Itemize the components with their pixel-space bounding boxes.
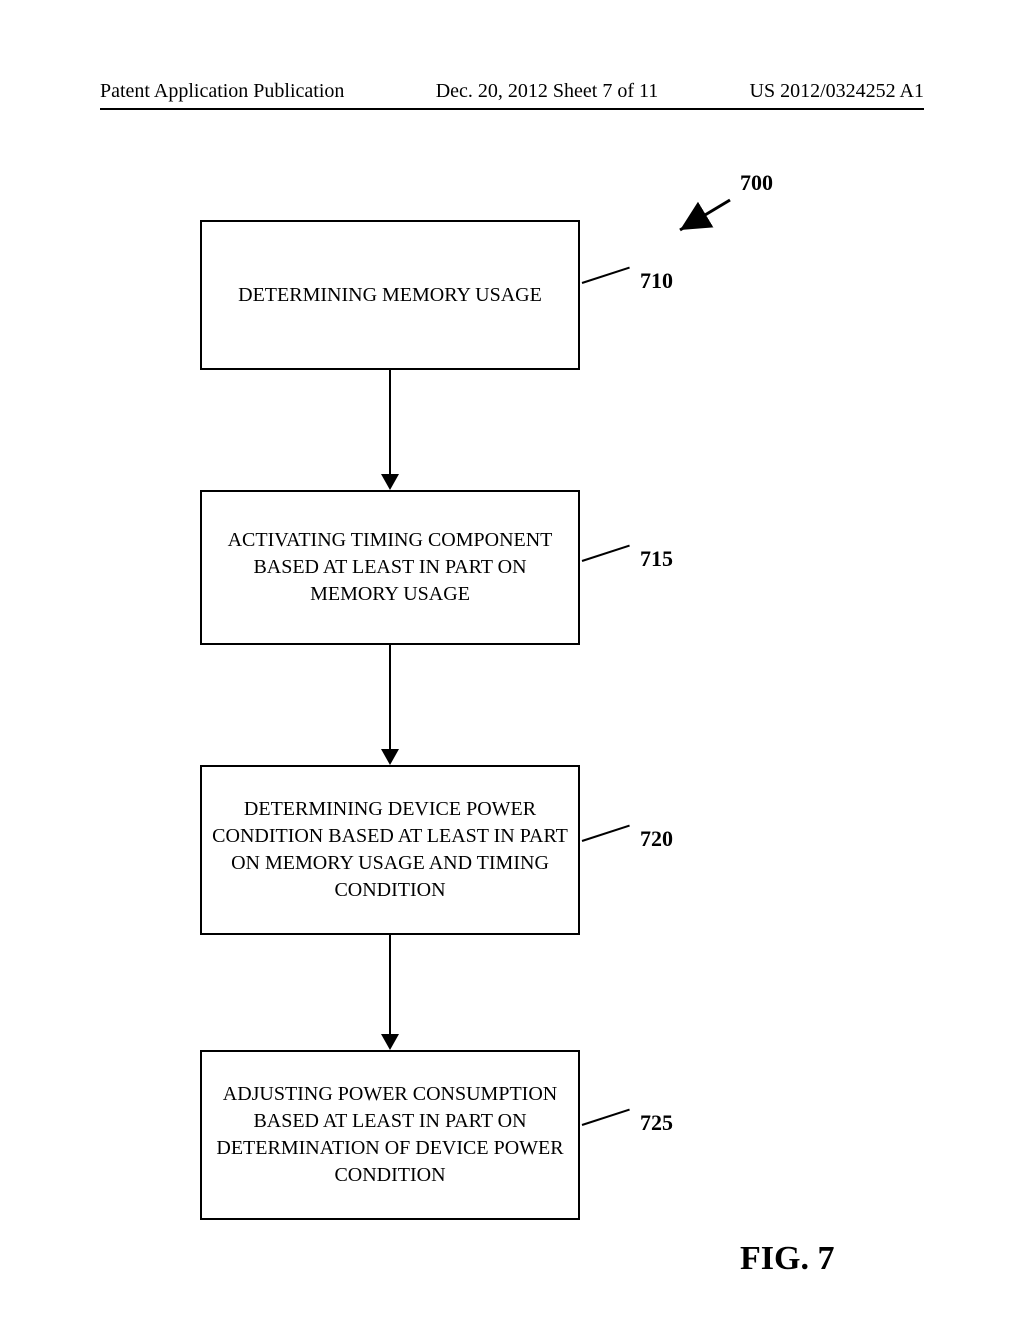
page: Patent Application Publication Dec. 20, … [0,0,1024,1320]
ref-leader-710 [582,267,630,284]
arrow-2-stem [389,645,391,749]
flow-node-720: DETERMINING DEVICE POWER CONDITION BASED… [200,765,580,935]
ref-label-725: 725 [640,1110,673,1136]
header-left: Patent Application Publication [100,80,344,103]
ref-leader-720 [582,825,630,842]
flow-node-715-text: ACTIVATING TIMING COMPONENT BASED AT LEA… [212,527,568,608]
flow-node-710: DETERMINING MEMORY USAGE [200,220,580,370]
flow-node-725-text: ADJUSTING POWER CONSUMPTION BASED AT LEA… [212,1081,568,1189]
header-right: US 2012/0324252 A1 [750,80,924,103]
arrow-3-stem [389,935,391,1034]
diagram-ref-label: 700 [740,170,773,196]
header-center: Dec. 20, 2012 Sheet 7 of 11 [436,80,659,103]
flow-node-720-text: DETERMINING DEVICE POWER CONDITION BASED… [212,796,568,904]
ref-label-720: 720 [640,826,673,852]
ref-leader-715 [582,545,630,562]
figure-label: FIG. 7 [740,1240,834,1278]
flow-node-725: ADJUSTING POWER CONSUMPTION BASED AT LEA… [200,1050,580,1220]
arrow-1-stem [389,370,391,474]
ref-label-715: 715 [640,546,673,572]
flow-node-715: ACTIVATING TIMING COMPONENT BASED AT LEA… [200,490,580,645]
arrow-1-head [381,474,399,490]
page-header: Patent Application Publication Dec. 20, … [100,80,924,103]
flow-node-710-text: DETERMINING MEMORY USAGE [238,282,542,309]
ref-leader-725 [582,1109,630,1126]
diagram-ref-arrow-line [680,200,730,230]
arrow-3-head [381,1034,399,1050]
header-rule [100,108,924,110]
ref-label-710: 710 [640,268,673,294]
arrow-2-head [381,749,399,765]
